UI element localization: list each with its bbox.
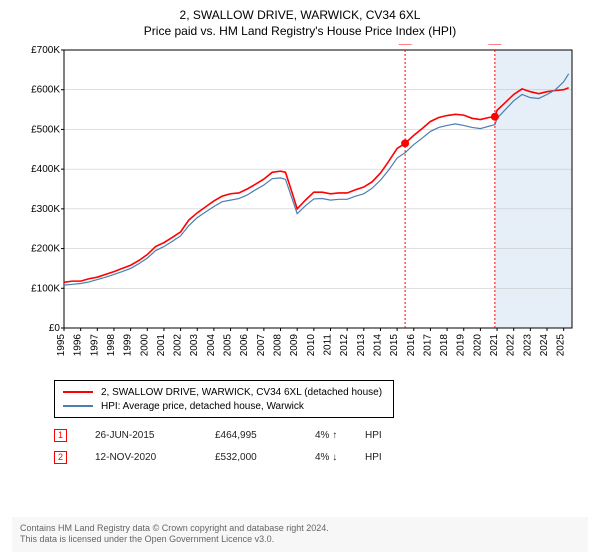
- svg-text:£400K: £400K: [31, 164, 60, 175]
- svg-text:£700K: £700K: [31, 45, 60, 56]
- svg-text:2007: 2007: [256, 334, 267, 357]
- sale-pct: 4% ↑: [315, 430, 365, 441]
- svg-text:2010: 2010: [306, 334, 317, 357]
- sale-marker-icon: 2: [54, 451, 67, 464]
- svg-text:2008: 2008: [273, 334, 284, 357]
- svg-text:2014: 2014: [372, 334, 383, 357]
- legend-item: 2, SWALLOW DRIVE, WARWICK, CV34 6XL (det…: [63, 385, 385, 399]
- svg-text:£100K: £100K: [31, 283, 60, 294]
- svg-text:2012: 2012: [339, 334, 350, 357]
- chart-area: £0 £100K £200K £300K £400K £500K £600K £700K 199…: [20, 44, 580, 374]
- chart-svg: £0 £100K £200K £300K £400K £500K £600K £700K 199…: [20, 44, 580, 374]
- svg-text:2002: 2002: [173, 334, 184, 357]
- svg-text:2011: 2011: [322, 334, 333, 356]
- svg-text:£200K: £200K: [31, 244, 60, 255]
- svg-text:2017: 2017: [422, 334, 433, 357]
- svg-text:£300K: £300K: [31, 204, 60, 215]
- svg-text:2005: 2005: [223, 334, 234, 357]
- svg-text:2021: 2021: [489, 334, 500, 357]
- svg-text:2022: 2022: [506, 334, 517, 357]
- sale-date: 12-NOV-2020: [95, 452, 215, 463]
- legend-swatch: [63, 405, 93, 407]
- chart-container: 2, SWALLOW DRIVE, WARWICK, CV34 6XL Pric…: [0, 0, 600, 560]
- svg-text:£500K: £500K: [31, 124, 60, 135]
- svg-text:2016: 2016: [406, 334, 417, 357]
- svg-text:1999: 1999: [123, 334, 134, 357]
- svg-text:2006: 2006: [239, 334, 250, 357]
- sale-price: £532,000: [215, 452, 315, 463]
- legend: 2, SWALLOW DRIVE, WARWICK, CV34 6XL (det…: [54, 380, 394, 418]
- svg-text:1998: 1998: [106, 334, 117, 357]
- sale-price: £464,995: [215, 430, 315, 441]
- chart-title: 2, SWALLOW DRIVE, WARWICK, CV34 6XL: [12, 8, 588, 22]
- footer-line: This data is licensed under the Open Gov…: [20, 534, 580, 546]
- svg-text:2025: 2025: [556, 334, 567, 357]
- sale-date: 26-JUN-2015: [95, 430, 215, 441]
- svg-text:1997: 1997: [89, 334, 100, 357]
- sale-direction: HPI: [365, 430, 405, 441]
- svg-text:2000: 2000: [139, 334, 150, 357]
- sale-row: 1 26-JUN-2015 £464,995 4% ↑ HPI: [54, 424, 588, 446]
- legend-item: HPI: Average price, detached house, Warw…: [63, 399, 385, 413]
- svg-text:2015: 2015: [389, 334, 400, 357]
- sale-marker-icon: 1: [54, 429, 67, 442]
- footer-line: Contains HM Land Registry data © Crown c…: [20, 523, 580, 535]
- svg-text:£0: £0: [49, 323, 61, 334]
- svg-text:2009: 2009: [289, 334, 300, 357]
- sale-pct: 4% ↓: [315, 452, 365, 463]
- svg-text:2024: 2024: [539, 334, 550, 357]
- svg-text:2013: 2013: [356, 334, 367, 357]
- svg-text:2023: 2023: [522, 334, 533, 357]
- sale-row: 2 12-NOV-2020 £532,000 4% ↓ HPI: [54, 446, 588, 468]
- svg-text:1995: 1995: [56, 334, 67, 357]
- svg-text:2019: 2019: [456, 334, 467, 357]
- sales-table: 1 26-JUN-2015 £464,995 4% ↑ HPI 2 12-NOV…: [54, 424, 588, 468]
- svg-text:2004: 2004: [206, 334, 217, 357]
- svg-text:2003: 2003: [189, 334, 200, 357]
- legend-label: HPI: Average price, detached house, Warw…: [101, 401, 304, 412]
- svg-text:£600K: £600K: [31, 85, 60, 96]
- svg-text:2020: 2020: [472, 334, 483, 357]
- chart-subtitle: Price paid vs. HM Land Registry's House …: [12, 24, 588, 38]
- legend-label: 2, SWALLOW DRIVE, WARWICK, CV34 6XL (det…: [101, 387, 382, 398]
- svg-text:2001: 2001: [156, 334, 167, 357]
- svg-text:2018: 2018: [439, 334, 450, 357]
- legend-swatch: [63, 391, 93, 393]
- footer: Contains HM Land Registry data © Crown c…: [12, 517, 588, 552]
- sale-direction: HPI: [365, 452, 405, 463]
- svg-text:1996: 1996: [73, 334, 84, 357]
